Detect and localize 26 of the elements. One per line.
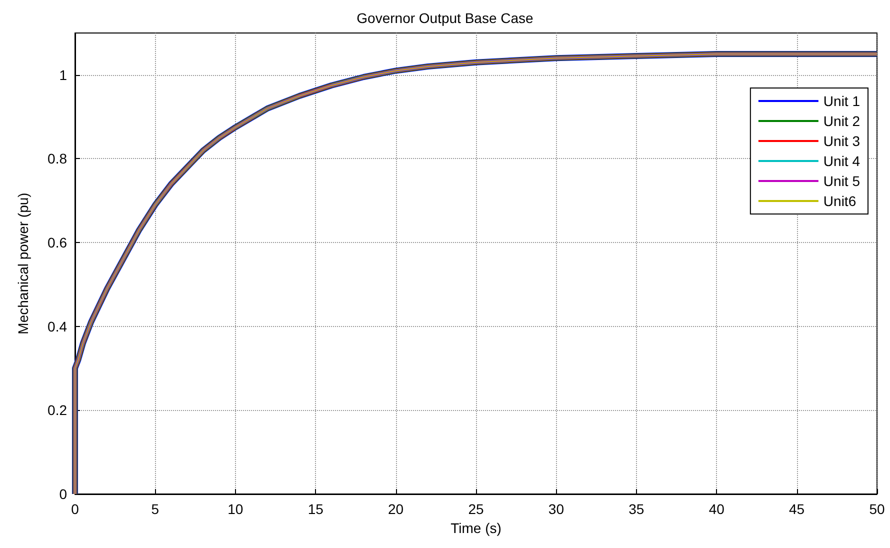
x-tick-label: 35 xyxy=(628,501,644,517)
y-tick-label: 0.2 xyxy=(48,402,68,418)
x-tick-label: 20 xyxy=(388,501,404,517)
chart-title: Governor Output Base Case xyxy=(356,10,534,26)
y-tick-label: 0.8 xyxy=(48,150,68,167)
y-tick-label: 0.4 xyxy=(48,318,68,334)
y-tick-label: 0 xyxy=(59,486,68,502)
legend-label: Unit 4 xyxy=(823,153,860,169)
y-axis-title: Mechanical power (pu) xyxy=(15,192,31,334)
x-tick-label: 40 xyxy=(708,501,725,517)
y-tick-label: 0.6 xyxy=(48,234,68,251)
legend-label: Unit 2 xyxy=(823,113,860,129)
x-tick-label: 45 xyxy=(789,501,805,517)
x-tick-label: 25 xyxy=(468,501,484,517)
x-tick-label: 10 xyxy=(228,501,244,517)
x-tick-label: 30 xyxy=(548,501,564,517)
legend-label: Unit 5 xyxy=(823,173,860,189)
x-axis-title: Time (s) xyxy=(450,520,502,536)
x-tick-label: 50 xyxy=(869,501,885,517)
legend-label: Unit 1 xyxy=(823,93,860,109)
x-tick-label: 5 xyxy=(151,501,160,517)
x-tick-label: 0 xyxy=(71,501,80,517)
legend-label: Unit 3 xyxy=(823,133,860,149)
x-tick-label: 15 xyxy=(308,501,324,517)
legend-label: Unit6 xyxy=(823,193,856,209)
y-tick-label: 1 xyxy=(59,66,68,83)
